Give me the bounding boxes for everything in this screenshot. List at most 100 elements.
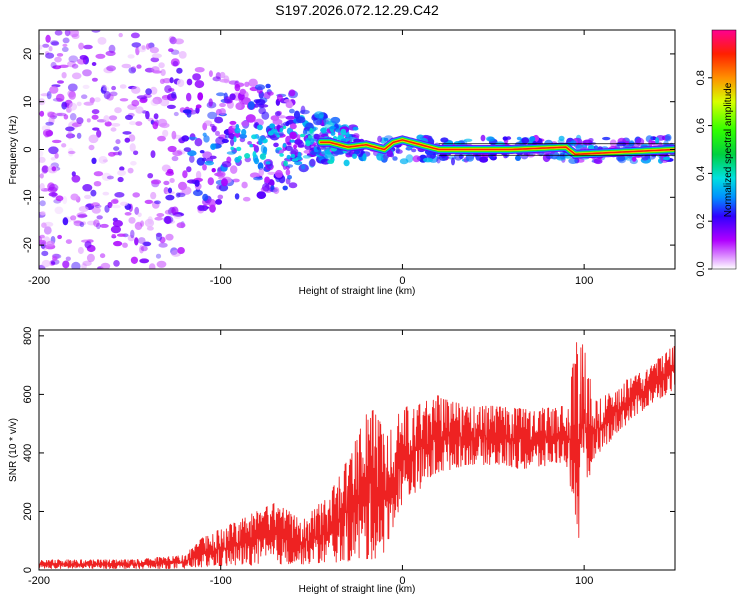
heatmap-cell (202, 193, 209, 202)
heatmap-cell (269, 123, 276, 129)
heatmap-cell (558, 135, 565, 142)
heatmap-cell (156, 213, 165, 217)
heatmap-cell (285, 169, 291, 176)
heatmap-cell (270, 185, 275, 191)
heatmap-cell (602, 136, 611, 141)
heatmap-cell (156, 260, 167, 268)
heatmap-cell (283, 99, 292, 103)
heatmap-cell (285, 145, 293, 152)
heatmap-cell (187, 150, 197, 157)
heatmap-cell (113, 260, 120, 267)
heatmap-cell (111, 204, 121, 209)
heatmap-cell (202, 164, 207, 171)
heatmap-cell (187, 136, 198, 140)
heatmap-cell (186, 110, 192, 118)
heatmap-cell (230, 165, 238, 174)
heatmap-cell (119, 98, 129, 102)
heatmap-cell (158, 62, 165, 69)
heatmap-cell (46, 91, 52, 100)
heatmap-cell (289, 123, 297, 130)
heatmap-cell (48, 183, 59, 192)
heatmap-cell (62, 37, 70, 44)
heatmap-cell (71, 33, 80, 39)
snr-x-axis-label: Height of straight line (km) (299, 584, 416, 595)
heatmap-cell (129, 143, 136, 152)
heatmap-cell (295, 116, 306, 124)
heatmap-cell (50, 61, 57, 69)
heatmap-cell (71, 63, 79, 69)
colorbar-label: Normalized spectral amplitude (723, 82, 734, 217)
heatmap-cell (230, 146, 234, 151)
heatmap-cell (262, 183, 270, 192)
heatmap-cell (157, 135, 166, 142)
heatmap-cell (343, 159, 350, 167)
heatmap-cell (151, 66, 160, 73)
heatmap-cell (97, 37, 107, 45)
heatmap-cell (286, 141, 292, 146)
heatmap-cell (39, 239, 47, 246)
heatmap-cell (50, 40, 59, 46)
x-tick-label: -200 (28, 275, 50, 287)
heatmap-cell (127, 234, 135, 242)
heatmap-cell (244, 153, 251, 159)
heatmap-cell (454, 152, 463, 161)
heatmap-cell (239, 133, 248, 139)
heatmap-cell (76, 132, 82, 139)
heatmap-cell (73, 220, 84, 227)
heatmap-cell (41, 125, 51, 132)
heatmap-cell (256, 124, 263, 131)
heatmap-cell (91, 202, 100, 207)
heatmap-cell (94, 204, 102, 208)
heatmap-cell (480, 134, 486, 142)
heatmap-cell (209, 123, 215, 128)
heatmap-cell (352, 133, 360, 139)
heatmap-cell (221, 178, 228, 187)
heatmap-cell (392, 156, 398, 161)
heatmap-cell (186, 92, 192, 102)
heatmap-cell (289, 108, 295, 114)
heatmap-cell (65, 126, 75, 132)
heatmap-cell (203, 135, 210, 143)
heatmap-cell (261, 111, 270, 120)
heatmap-cell (354, 149, 360, 155)
heatmap-cell (116, 233, 126, 237)
snr-panel: -200 -100 0 100 0 200 400 600 800 Height of str… (8, 327, 676, 595)
heatmap-cell (211, 125, 217, 133)
heatmap-cell (664, 134, 672, 142)
heatmap-cell (46, 240, 55, 247)
heatmap-cell (41, 165, 49, 173)
heatmap-cell (62, 196, 68, 205)
heatmap-cell (128, 217, 136, 224)
heatmap-cell (57, 80, 64, 84)
y-tick-label: -10 (22, 189, 34, 205)
heatmap-cell (221, 138, 229, 144)
heatmap-cell (180, 150, 186, 155)
snr-y-axis-label: SNR (10 * v/v) (8, 418, 19, 482)
heatmap-cell (346, 133, 352, 139)
heatmap-cell (96, 215, 103, 220)
heatmap-cell (307, 135, 313, 139)
heatmap-cell (111, 85, 116, 91)
heatmap-cell (62, 260, 70, 269)
heatmap-cell (239, 88, 246, 95)
y-tick-label: -20 (22, 237, 34, 253)
heatmap-cell (41, 259, 51, 268)
heatmap-cell (487, 136, 495, 142)
heatmap-cell (130, 32, 140, 39)
heatmap-cell (117, 176, 124, 183)
heatmap-cell (215, 136, 226, 145)
heatmap-cell (216, 92, 225, 97)
heatmap-cell (219, 78, 230, 83)
heatmap-cell (102, 191, 110, 196)
heatmap-cell (309, 127, 314, 134)
heatmap-cell (147, 117, 154, 122)
heatmap-cell (102, 159, 108, 163)
heatmap-cell (257, 162, 264, 171)
heatmap-cell (171, 155, 179, 162)
heatmap-cell (241, 181, 248, 189)
heatmap-cell (235, 102, 242, 110)
heatmap-cell (101, 172, 112, 181)
heatmap-cell (169, 36, 177, 45)
heatmap-cell (288, 182, 298, 189)
heatmap-cell (302, 155, 312, 159)
